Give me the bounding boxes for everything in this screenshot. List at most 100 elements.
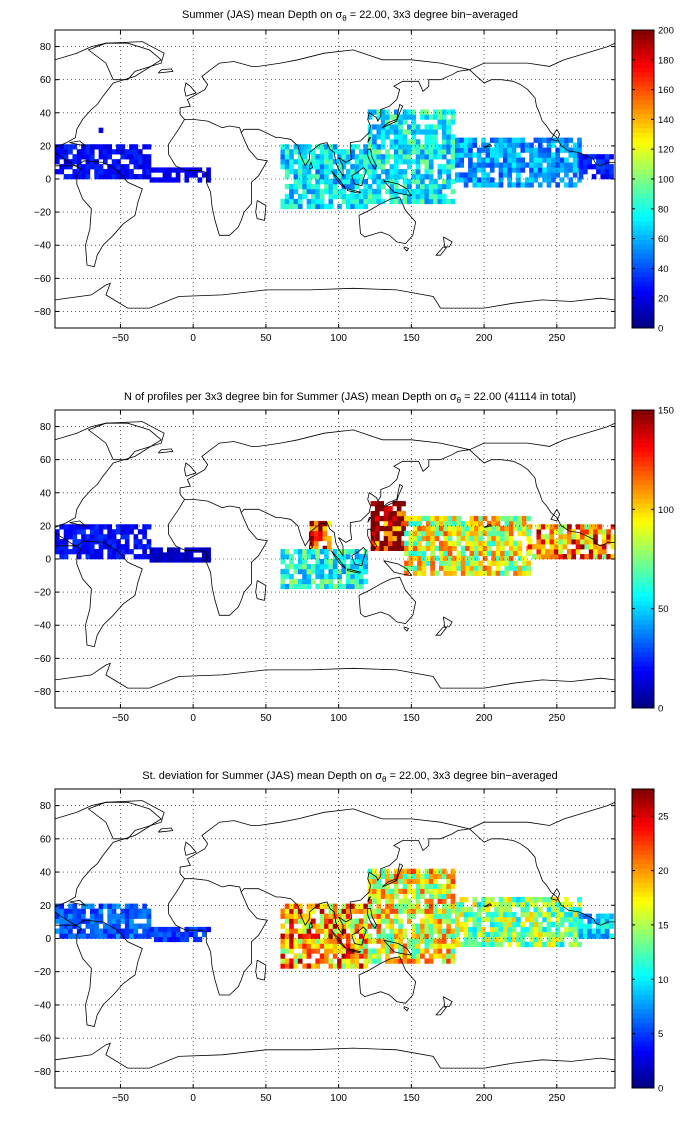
heatmap-bin — [443, 540, 449, 547]
heatmap-bin — [315, 183, 321, 190]
heatmap-bin — [546, 931, 552, 938]
heatmap-bin — [450, 883, 456, 889]
heatmap-bin — [402, 943, 408, 949]
heatmap-bin — [359, 554, 364, 560]
heatmap-bin — [469, 520, 475, 527]
heatmap-bin — [428, 913, 434, 919]
heatmap-bin — [434, 515, 440, 522]
heatmap-bin — [175, 167, 181, 173]
heatmap-bin — [553, 529, 559, 535]
colorbar-swatch — [632, 901, 654, 907]
colorbar-swatch — [632, 188, 654, 194]
heatmap-bin — [511, 936, 517, 943]
heatmap-bin — [393, 198, 399, 205]
heatmap-bin — [437, 154, 443, 160]
heatmap-bin — [437, 893, 443, 899]
heatmap-bin — [385, 109, 390, 115]
heatmap-bin — [289, 943, 294, 949]
heatmap-bin — [324, 183, 329, 190]
heatmap-bin — [393, 164, 399, 170]
heatmap-bin — [402, 159, 408, 165]
heatmap-bin — [450, 139, 456, 145]
heatmap-bin — [420, 129, 425, 135]
heatmap-bin — [337, 573, 342, 580]
heatmap-bin — [393, 918, 399, 924]
heatmap-bin — [412, 525, 418, 532]
heatmap-bin — [424, 873, 430, 879]
heatmap-bin — [341, 549, 347, 555]
heatmap-bin — [542, 147, 547, 153]
heatmap-bin — [513, 515, 518, 522]
heatmap-bin — [393, 183, 399, 190]
colorbar-swatch — [632, 85, 654, 91]
coastline — [309, 541, 313, 550]
heatmap-bin — [337, 938, 342, 944]
heatmap-bin — [564, 911, 569, 918]
colorbar-swatch — [632, 113, 654, 119]
heatmap-bin — [389, 943, 395, 949]
heatmap-bin — [311, 943, 316, 949]
heatmap-bin — [415, 124, 421, 130]
heatmap-bin — [379, 545, 385, 552]
colorbar-swatch — [632, 863, 654, 869]
heatmap-bin — [485, 911, 491, 918]
heatmap-bin — [441, 898, 447, 904]
heatmap-bin — [482, 530, 488, 537]
heatmap-bin — [420, 873, 425, 879]
heatmap-bin — [508, 550, 514, 556]
heatmap-bin — [495, 525, 501, 532]
heatmap-bin — [370, 525, 376, 532]
heatmap-bin — [72, 529, 78, 535]
heatmap-bin — [401, 510, 406, 517]
heatmap-bin — [302, 928, 307, 934]
heatmap-bin — [324, 203, 329, 210]
heatmap-bin — [153, 547, 159, 553]
coastline — [367, 137, 372, 143]
heatmap-bin — [309, 545, 315, 552]
heatmap-bin — [354, 549, 360, 555]
heatmap-bin — [59, 918, 65, 924]
coastline — [184, 462, 197, 477]
heatmap-bin — [465, 560, 470, 566]
colorbar-swatch — [632, 915, 654, 921]
coastline — [550, 509, 561, 522]
heatmap-bin — [498, 916, 504, 923]
heatmap-bin — [350, 908, 355, 914]
heatmap-bin — [306, 144, 312, 150]
heatmap-bin — [98, 544, 104, 550]
heatmap-bin — [572, 906, 578, 913]
heatmap-bin — [324, 918, 329, 924]
heatmap-bin — [450, 948, 456, 954]
heatmap-bin — [124, 539, 130, 545]
heatmap-bin — [98, 928, 104, 934]
heatmap-bin — [478, 560, 483, 566]
heatmap-bin — [411, 873, 417, 879]
colorbar-swatch — [632, 1055, 654, 1061]
heatmap-bin — [284, 193, 290, 200]
heatmap-bin — [372, 868, 377, 875]
heatmap-bin — [433, 938, 438, 944]
heatmap-bin — [529, 926, 534, 933]
heatmap-bin — [478, 525, 483, 532]
heatmap-bin — [562, 544, 568, 550]
heatmap-bin — [293, 183, 299, 190]
heatmap-bin — [341, 933, 347, 939]
heatmap-bin — [439, 550, 444, 556]
heatmap-bin — [446, 198, 451, 205]
heatmap-bin — [302, 549, 307, 555]
heatmap-bin — [459, 147, 465, 153]
heatmap-bin — [420, 893, 425, 899]
heatmap-bin — [551, 142, 556, 148]
heatmap-bin — [447, 535, 453, 542]
heatmap-bin — [124, 549, 130, 555]
heatmap-bin — [137, 923, 143, 929]
heatmap-bin — [350, 923, 355, 929]
heatmap-bin — [540, 524, 546, 530]
heatmap-bin — [420, 159, 425, 165]
heatmap-bin — [89, 923, 95, 929]
heatmap-bin — [533, 916, 539, 923]
heatmap-bin — [407, 873, 412, 879]
heatmap-bin — [107, 524, 113, 530]
heatmap-bin — [424, 164, 430, 170]
coastline — [347, 948, 362, 954]
